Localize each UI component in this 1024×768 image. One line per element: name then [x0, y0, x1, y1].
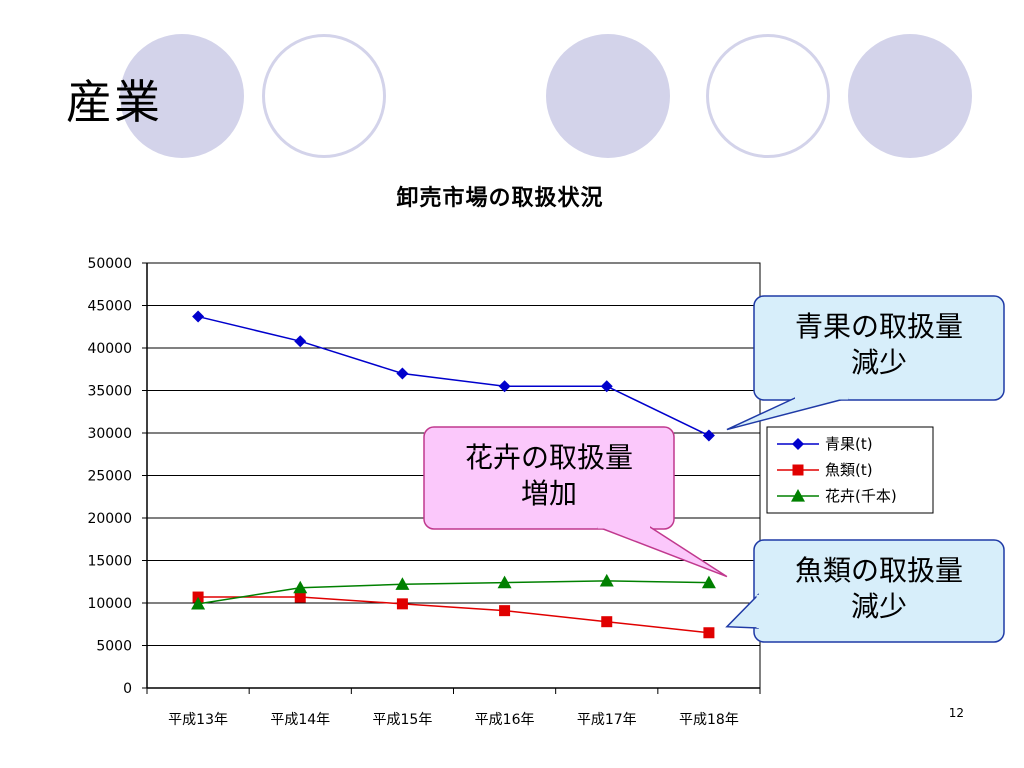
decorative-circle-2	[546, 34, 670, 158]
decorative-ring-1	[262, 34, 386, 158]
callout-text-1-0: 花卉の取扱量	[465, 441, 633, 474]
callout-text-1-1: 増加	[521, 477, 577, 510]
data-point-s1-2	[396, 598, 408, 610]
legend-label-2: 花卉(千本)	[825, 487, 897, 505]
legend-marker-0	[792, 438, 804, 450]
data-point-s2-1	[293, 580, 308, 594]
data-point-s2-2	[395, 577, 410, 590]
callout-text-0-1: 減少	[851, 346, 907, 379]
callout-text-2-0: 魚類の取扱量	[795, 554, 963, 587]
data-point-s2-0	[191, 596, 206, 610]
y-tick-label: 35000	[87, 384, 132, 400]
series-line-1	[198, 596, 709, 634]
slide-number: 12	[948, 706, 964, 720]
callout-text-0-0: 青果の取扱量	[795, 310, 963, 343]
decorative-circle-3	[848, 34, 972, 158]
y-tick-label: 5000	[96, 639, 132, 655]
series-line-0	[197, 315, 710, 437]
x-tick-label: 平成16年	[475, 712, 535, 728]
data-point-s0-1	[294, 335, 307, 348]
data-point-s1-1	[294, 591, 306, 603]
y-tick-label: 20000	[87, 511, 132, 527]
data-point-s0-2	[396, 367, 409, 380]
data-point-s1-4	[601, 616, 613, 628]
data-point-s0-0	[192, 310, 205, 323]
decorative-circle-1	[120, 34, 244, 158]
decorative-ring-2	[706, 34, 830, 158]
data-point-s2-5	[701, 575, 716, 589]
y-tick-label: 25000	[87, 469, 132, 485]
x-tick-label: 平成13年	[168, 712, 228, 728]
y-tick-label: 10000	[87, 596, 132, 612]
x-tick-label: 平成18年	[679, 712, 739, 728]
callout-text-2-1: 減少	[851, 590, 907, 623]
chart-title: 卸売市場の取扱状況	[396, 186, 604, 211]
legend-marker-2	[791, 489, 805, 502]
data-point-s0-3	[498, 380, 511, 393]
y-tick-label: 15000	[87, 554, 132, 570]
x-tick-label: 平成14年	[270, 712, 330, 728]
legend-marker-1	[792, 464, 804, 476]
x-tick-label: 平成17年	[577, 712, 637, 728]
y-tick-label: 0	[123, 681, 132, 697]
legend-label-0: 青果(t)	[825, 435, 873, 453]
data-point-s1-5	[703, 627, 715, 639]
slide-title: 産業	[66, 75, 162, 129]
data-point-s0-4	[600, 380, 613, 393]
legend-label-1: 魚類(t)	[825, 461, 873, 479]
data-point-s1-3	[499, 605, 511, 617]
y-tick-label: 30000	[87, 426, 132, 442]
callout-box-2	[753, 539, 1005, 643]
series-line-2	[197, 580, 709, 605]
y-tick-label: 45000	[87, 299, 132, 315]
data-point-s2-4	[599, 573, 614, 587]
data-point-s2-3	[497, 575, 512, 589]
callout-box-0	[753, 295, 1005, 401]
callout-box-1	[423, 426, 675, 530]
y-tick-label: 40000	[87, 341, 132, 357]
y-tick-label: 50000	[87, 256, 132, 272]
data-point-s0-5	[702, 429, 715, 442]
x-tick-label: 平成15年	[373, 712, 433, 728]
